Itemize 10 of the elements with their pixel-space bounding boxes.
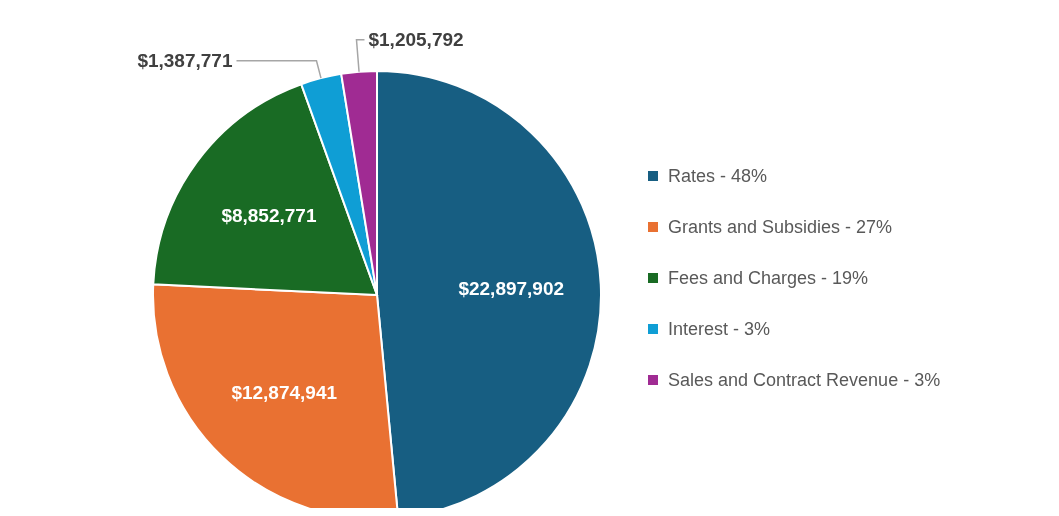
data-label: $1,205,792 bbox=[368, 29, 464, 51]
legend-label: Fees and Charges - 19% bbox=[668, 267, 869, 289]
data-label: $22,897,902 bbox=[458, 278, 565, 300]
legend-label: Interest - 3% bbox=[668, 318, 771, 340]
data-label: $8,852,771 bbox=[221, 204, 317, 226]
data-label: $12,874,941 bbox=[231, 381, 338, 403]
data-label: $1,387,771 bbox=[137, 50, 233, 72]
legend-label: Sales and Contract Revenue - 3% bbox=[668, 369, 941, 391]
legend-label: Grants and Subsidies - 27% bbox=[668, 216, 893, 238]
legend-label: Rates - 48% bbox=[668, 165, 768, 187]
